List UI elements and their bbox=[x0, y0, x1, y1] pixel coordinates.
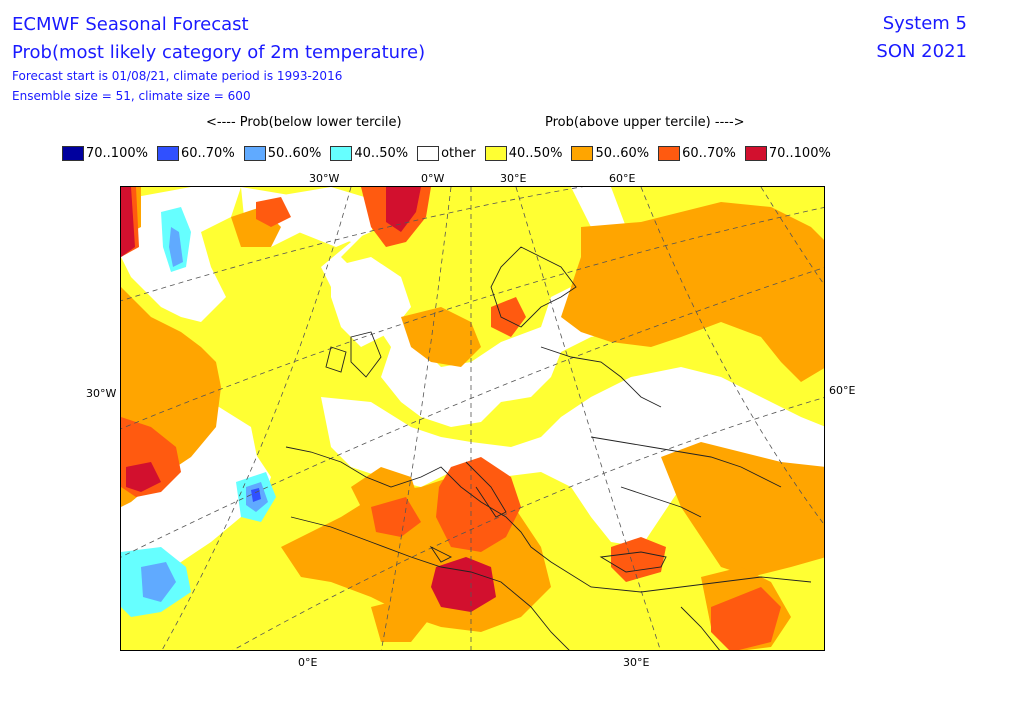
color-legend: 70..100% 60..70% 50..60% 40..50% other 40..50… bbox=[62, 146, 840, 161]
legend-label: other bbox=[441, 146, 476, 161]
page-subtitle: Prob(most likely category of 2m temperat… bbox=[12, 42, 426, 63]
coastlines bbox=[285, 246, 812, 650]
grid-label-bottom-0e: 0°E bbox=[298, 656, 318, 669]
legend-label: 60..70% bbox=[682, 146, 736, 161]
ensemble-size-text: Ensemble size = 51, climate size = 600 bbox=[12, 89, 251, 103]
legend-item: 60..70% bbox=[156, 146, 235, 161]
legend-item: 40..50% bbox=[330, 146, 408, 161]
page-title: ECMWF Seasonal Forecast bbox=[12, 14, 249, 35]
legend-swatch bbox=[744, 146, 767, 161]
legend-swatch bbox=[417, 146, 440, 161]
legend-item: 50..60% bbox=[571, 146, 649, 161]
grid-label-bottom-30e: 30°E bbox=[623, 656, 650, 669]
legend-label: 60..70% bbox=[180, 146, 235, 161]
legend-swatch bbox=[330, 146, 353, 161]
below-tercile-hint: <---- Prob(below lower tercile) bbox=[206, 115, 402, 130]
legend-swatch bbox=[243, 146, 266, 161]
grid-label-top-30e: 30°E bbox=[500, 172, 527, 185]
legend-swatch bbox=[62, 146, 84, 161]
legend-label: 50..60% bbox=[595, 146, 650, 161]
legend-label: 50..60% bbox=[267, 146, 322, 161]
legend-item: 50..60% bbox=[243, 146, 322, 161]
grid-label-top-30w: 30°W bbox=[309, 172, 340, 185]
legend-label: 40..50% bbox=[508, 146, 563, 161]
legend-item: other bbox=[417, 146, 476, 161]
legend-swatch bbox=[658, 146, 681, 161]
legend-swatch bbox=[571, 146, 594, 161]
white-field bbox=[121, 187, 824, 582]
legend-item: 70..100% bbox=[62, 146, 148, 161]
grid-label-left-30w: 30°W bbox=[86, 387, 117, 400]
grid-label-top-0w: 0°W bbox=[421, 172, 445, 185]
grid-label-right-60e: 60°E bbox=[829, 384, 856, 397]
legend-item: 70..100% bbox=[744, 146, 831, 161]
legend-label: 40..50% bbox=[354, 146, 409, 161]
legend-swatch bbox=[156, 146, 179, 161]
above-tercile-hint: Prob(above upper tercile) ----> bbox=[545, 115, 745, 130]
forecast-start-text: Forecast start is 01/08/21, climate peri… bbox=[12, 69, 343, 83]
probability-map[interactable] bbox=[120, 186, 825, 651]
legend-item: 40..50% bbox=[484, 146, 563, 161]
legend-label: 70..100% bbox=[86, 146, 148, 161]
legend-label: 70..100% bbox=[768, 146, 831, 161]
legend-swatch bbox=[484, 146, 507, 161]
map-canvas bbox=[121, 187, 824, 650]
system-label: System 5 bbox=[882, 13, 967, 34]
legend-item: 60..70% bbox=[658, 146, 736, 161]
grid-label-top-60e: 60°E bbox=[609, 172, 636, 185]
darkred-field bbox=[121, 187, 496, 612]
season-label: SON 2021 bbox=[876, 41, 967, 62]
